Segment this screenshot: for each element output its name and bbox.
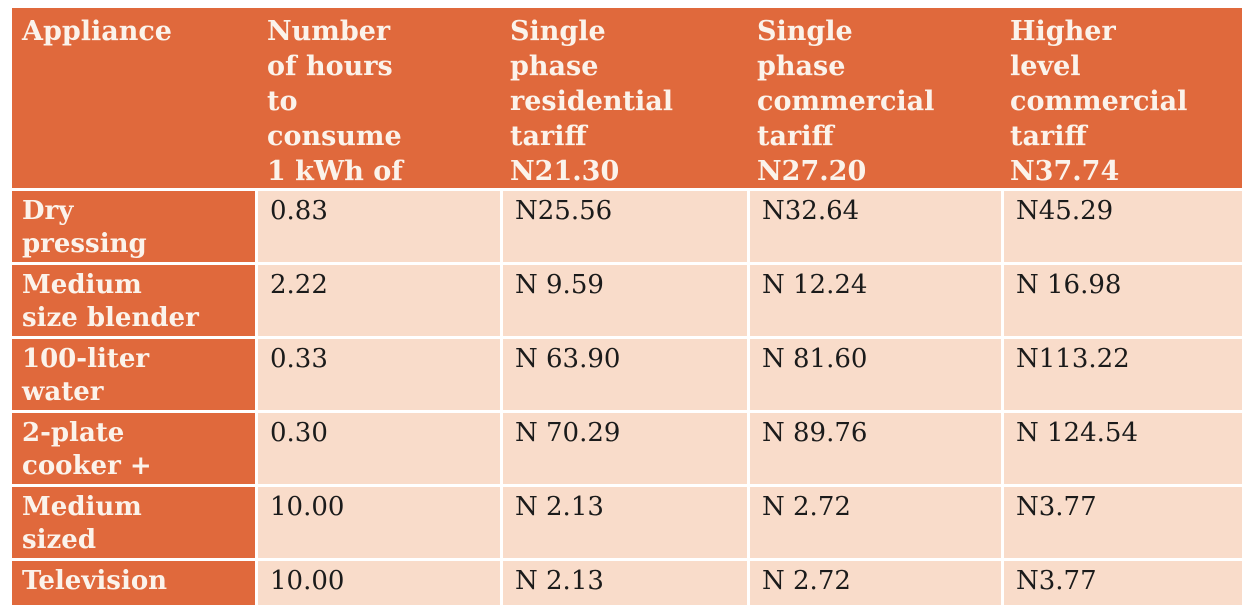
table-row: 2-plate cooker + oven 0.30 N 70.29 N 89.… <box>12 413 1242 484</box>
column-title: Single phase commercial tariff <box>757 16 935 152</box>
higher-tariff-cell: N45.29 <box>1004 191 1242 262</box>
commercial-tariff-cell: N32.64 <box>750 191 1001 262</box>
higher-tariff-cell: N 124.54 <box>1004 413 1242 484</box>
residential-tariff-cell: N 9.59 <box>503 265 747 336</box>
table-row: Medium sized refrigerator 10.00 N 2.13 N… <box>12 487 1242 558</box>
hours-cell: 2.22 <box>258 265 500 336</box>
hours-cell: 10.00 <box>258 487 500 558</box>
hours-cell: 10.00 <box>258 561 500 605</box>
header-cell-commercial-tariff: Single phase commercial tariff N27.20 kW… <box>747 8 1000 222</box>
commercial-tariff-cell: N 2.72 <box>750 561 1001 605</box>
table-header-row: Appliance Number of hours to consume 1 k… <box>12 8 1242 222</box>
higher-tariff-cell: N113.22 <box>1004 339 1242 410</box>
header-cell-residential-tariff: Single phase residential tariff N21.30 k… <box>500 8 747 222</box>
hours-cell: 0.33 <box>258 339 500 410</box>
appliance-cell: Dry pressing iron <box>12 191 255 262</box>
commercial-tariff-cell: N 2.72 <box>750 487 1001 558</box>
commercial-tariff-cell: N 12.24 <box>750 265 1001 336</box>
header-cell-hours: Number of hours to consume 1 kWh of elec… <box>257 8 500 222</box>
column-title: Appliance <box>22 16 172 47</box>
commercial-tariff-cell: N 89.76 <box>750 413 1001 484</box>
column-title: Single phase residential tariff <box>510 16 674 152</box>
residential-tariff-cell: N 63.90 <box>503 339 747 410</box>
appliance-cell: Medium size blender <box>12 265 255 336</box>
higher-tariff-cell: N3.77 <box>1004 561 1242 605</box>
header-cell-higher-tariff: Higher level commercial tariff N37.74 kW… <box>1000 8 1242 222</box>
hours-cell: 0.83 <box>258 191 500 262</box>
table-row: Television 10.00 N 2.13 N 2.72 N3.77 <box>12 561 1242 605</box>
table-row: 100-liter water heater 0.33 N 63.90 N 81… <box>12 339 1242 410</box>
residential-tariff-cell: N25.56 <box>503 191 747 262</box>
appliance-tariff-table: Appliance Number of hours to consume 1 k… <box>12 8 1242 605</box>
higher-tariff-cell: N3.77 <box>1004 487 1242 558</box>
column-title: Higher level commercial tariff <box>1010 16 1188 152</box>
appliance-cell: Television <box>12 561 255 605</box>
table-row: Medium size blender 2.22 N 9.59 N 12.24 … <box>12 265 1242 336</box>
appliance-cell: 2-plate cooker + oven <box>12 413 255 484</box>
header-cell-appliance: Appliance <box>12 8 257 188</box>
residential-tariff-cell: N 2.13 <box>503 561 747 605</box>
residential-tariff-cell: N 70.29 <box>503 413 747 484</box>
appliance-cell: 100-liter water heater <box>12 339 255 410</box>
residential-tariff-cell: N 2.13 <box>503 487 747 558</box>
table-row: Dry pressing iron 0.83 N25.56 N32.64 N45… <box>12 191 1242 262</box>
higher-tariff-cell: N 16.98 <box>1004 265 1242 336</box>
appliance-cell: Medium sized refrigerator <box>12 487 255 558</box>
hours-cell: 0.30 <box>258 413 500 484</box>
commercial-tariff-cell: N 81.60 <box>750 339 1001 410</box>
